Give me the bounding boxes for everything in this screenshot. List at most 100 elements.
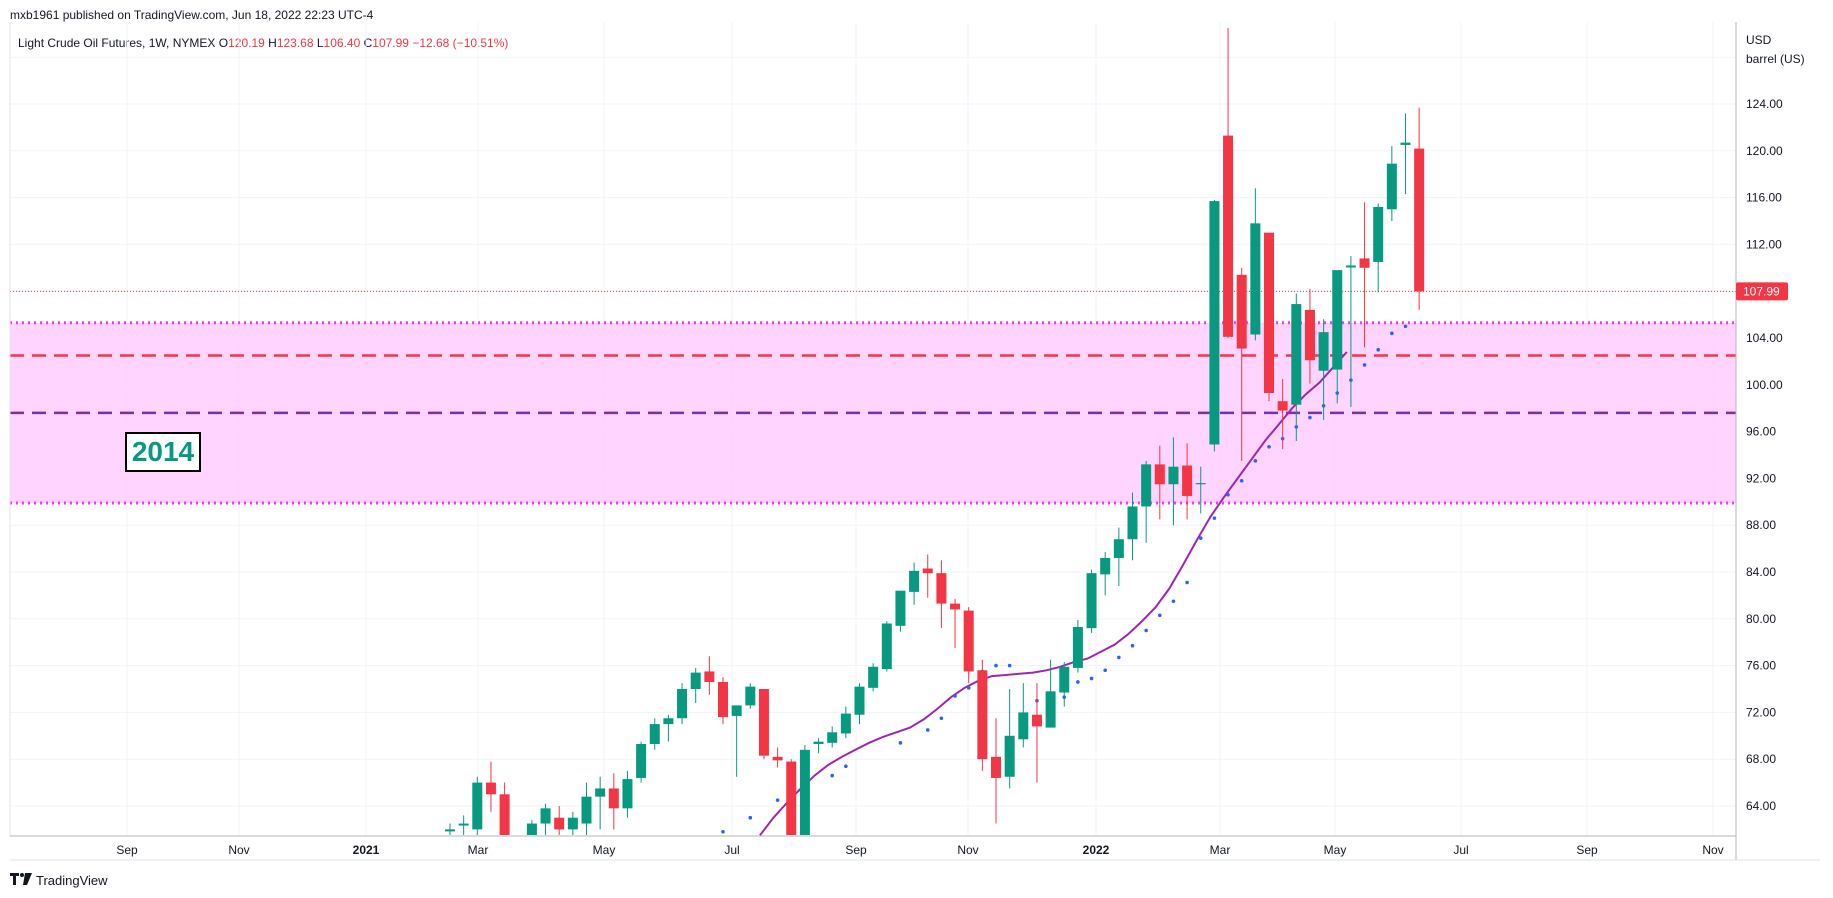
y-tick-label: 84.00 — [1746, 565, 1776, 579]
low-value: 106.40 — [323, 36, 361, 50]
candle-body — [1209, 201, 1220, 445]
candle-body — [813, 741, 824, 744]
y-tick-label: 88.00 — [1746, 518, 1776, 532]
y-tick-label: 72.00 — [1746, 705, 1776, 719]
sar-dot — [1226, 492, 1230, 497]
y-tick-label: 92.00 — [1746, 471, 1776, 485]
sar-dot — [1362, 363, 1367, 367]
candle-body — [704, 671, 715, 682]
candle-body — [595, 788, 606, 797]
x-tick-label: Jul — [724, 843, 739, 857]
candle-body — [622, 779, 633, 809]
candle-body — [472, 782, 483, 830]
sar-dot — [830, 773, 834, 778]
symbol-name: Light Crude Oil Futures, 1W, NYMEX — [18, 36, 216, 50]
candle-body — [909, 570, 920, 592]
candle-body — [1141, 464, 1152, 507]
symbol-legend: Light Crude Oil Futures, 1W, NYMEX O120.… — [18, 36, 508, 50]
sar-dot — [775, 798, 780, 802]
sar-dot — [1308, 415, 1312, 420]
candle-body — [772, 756, 783, 761]
x-tick-label: May — [593, 843, 616, 857]
sar-dot — [1212, 516, 1217, 520]
candle-body — [1004, 735, 1015, 777]
candle-body — [1018, 712, 1029, 740]
high-label: H — [268, 36, 277, 50]
x-tick-label: Mar — [468, 843, 489, 857]
close-label: C — [363, 36, 373, 50]
annotation-box — [125, 432, 201, 472]
high-value: 123.68 — [276, 36, 314, 50]
sar-dot — [1089, 676, 1094, 681]
x-tick-label: 2022 — [1083, 843, 1110, 857]
candle-body — [868, 666, 879, 688]
sar-dot — [1198, 536, 1203, 540]
candle-body — [840, 713, 851, 734]
sar-dot — [844, 764, 848, 769]
candle-body — [1223, 135, 1234, 337]
candle-body — [895, 590, 906, 626]
sar-dot — [1103, 668, 1107, 673]
x-tick-label: Nov — [957, 843, 978, 857]
y-tick-label: 100.00 — [1746, 378, 1783, 392]
candle-body — [663, 718, 674, 725]
candle-body — [758, 689, 769, 756]
low-label: L — [316, 36, 324, 50]
sar-dot — [1390, 331, 1394, 336]
candle-body — [1386, 163, 1397, 210]
candle-body — [540, 808, 551, 824]
tradingview-logo-icon — [10, 873, 32, 888]
open-value: 120.19 — [228, 36, 265, 50]
sar-dot — [1171, 599, 1176, 604]
candle-body — [731, 705, 742, 716]
candle-body — [1086, 573, 1097, 629]
close-value: 107.99 — [372, 36, 409, 50]
candle-body — [827, 732, 838, 743]
candle-body — [1250, 223, 1261, 335]
candle-body — [936, 573, 947, 604]
candle-body — [1318, 332, 1329, 371]
publisher-caption: mxb1961 published on TradingView.com, Ju… — [10, 8, 374, 22]
candle-body — [690, 672, 701, 689]
candle-body — [1291, 304, 1302, 405]
last-price-tag — [1736, 282, 1788, 301]
sar-dot — [898, 741, 903, 745]
candle-body — [445, 829, 455, 832]
sar-dot — [953, 694, 957, 698]
y-tick-label: 124.00 — [1746, 97, 1783, 111]
sar-dot — [1267, 445, 1271, 449]
candle-body — [581, 796, 592, 824]
moving-average — [759, 351, 1348, 836]
candle-body — [1400, 142, 1411, 145]
candle-body — [1236, 274, 1247, 349]
sar-dot — [1076, 680, 1080, 684]
candle-body — [1345, 265, 1356, 268]
y-tick-label: 68.00 — [1746, 752, 1776, 766]
tradingview-footer[interactable]: TradingView — [10, 873, 108, 888]
candle-body — [1277, 401, 1288, 411]
candle-body — [608, 788, 619, 809]
unit-label-line2: barrel (US) — [1746, 52, 1805, 66]
candle-body — [854, 686, 865, 715]
x-tick-label: Sep — [845, 843, 867, 857]
candle-body — [1154, 464, 1165, 485]
candle-body — [977, 670, 988, 760]
sar-dot — [1253, 459, 1258, 463]
sar-dot — [1117, 655, 1121, 660]
candle-body — [1072, 626, 1083, 668]
candle-body — [636, 743, 647, 778]
candle-body — [485, 782, 496, 795]
sar-dot — [1376, 347, 1380, 352]
candle-body — [1113, 539, 1124, 558]
y-tick-label: 80.00 — [1746, 612, 1776, 626]
y-tick-label: 112.00 — [1746, 237, 1782, 251]
sar-dot — [994, 663, 998, 668]
candle-body — [1264, 232, 1274, 393]
candle-body — [718, 681, 728, 718]
y-tick-label: 76.00 — [1746, 659, 1776, 673]
candle-body — [1168, 466, 1179, 485]
candle-body — [1304, 309, 1315, 361]
x-tick-label: May — [1324, 843, 1347, 857]
annotation-text: 2014 — [132, 436, 195, 467]
